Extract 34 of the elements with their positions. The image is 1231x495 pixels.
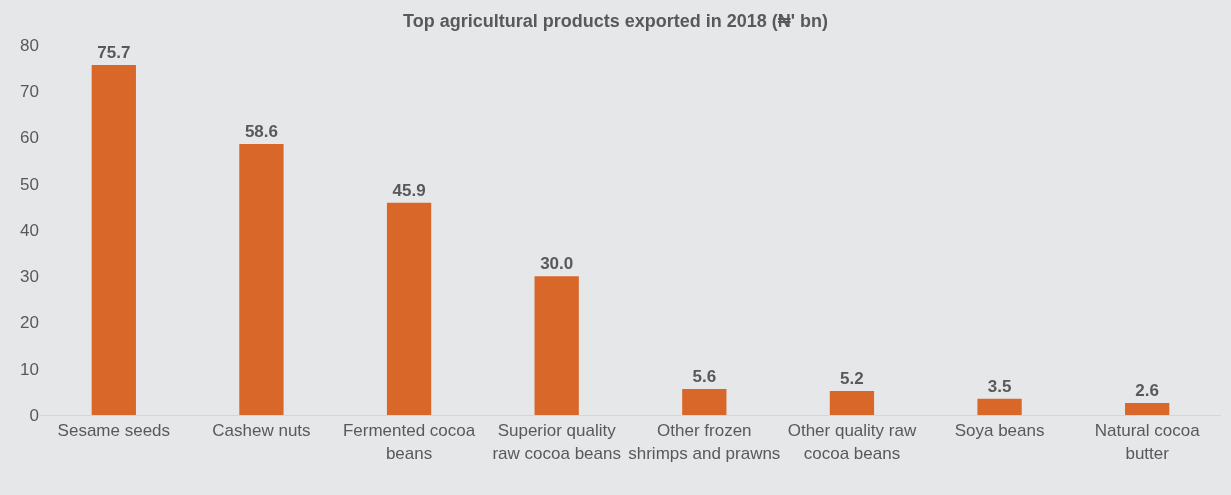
x-tick-label: Natural cocoa butter — [1094, 421, 1201, 463]
data-label: 2.6 — [1135, 380, 1160, 400]
data-label: 5.2 — [840, 368, 864, 388]
y-tick-label: 70 — [20, 82, 39, 102]
data-label: 5.6 — [692, 367, 717, 387]
bar — [1125, 402, 1170, 415]
y-tick-label: 10 — [20, 359, 39, 379]
bar — [534, 276, 579, 415]
bar — [829, 390, 875, 415]
y-tick-label: 80 — [20, 35, 39, 55]
x-tick-label: Other quality raw cocoa beans — [787, 421, 917, 463]
y-tick-label: 40 — [20, 220, 39, 240]
bar — [977, 398, 1022, 415]
data-label: 30.0 — [540, 254, 574, 274]
y-tick-label: 50 — [20, 174, 39, 194]
chart-title: Top agricultural products exported in 2018 (₦' bn) — [403, 11, 828, 32]
bar — [682, 389, 727, 415]
x-tick-label: Fermented cocoa beans — [342, 421, 476, 463]
data-label: 75.7 — [97, 42, 131, 62]
y-tick-label: 30 — [20, 267, 39, 287]
data-label: 58.6 — [244, 121, 278, 141]
bar — [386, 202, 432, 415]
x-tick-label: Soya beans — [954, 421, 1045, 441]
x-tick-label: Superior quality raw cocoa beans — [492, 421, 621, 463]
bar — [91, 64, 136, 415]
y-tick-label: 0 — [29, 405, 39, 425]
y-tick-label: 60 — [20, 128, 39, 148]
data-label: 45.9 — [392, 180, 426, 200]
x-tick-label: Sesame seeds — [57, 421, 171, 441]
x-tick-label: Cashew nuts — [212, 421, 311, 441]
data-label: 3.5 — [987, 376, 1012, 396]
bar — [239, 143, 284, 415]
x-tick-label: Other frozen shrimps and prawns — [628, 421, 781, 463]
y-tick-label: 20 — [20, 313, 39, 333]
